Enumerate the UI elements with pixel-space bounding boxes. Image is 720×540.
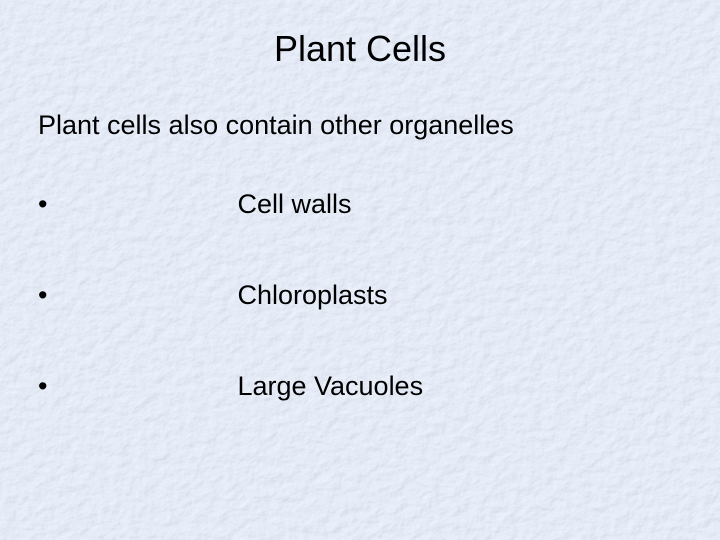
bullet-text: Cell walls bbox=[237, 189, 351, 220]
bullet-icon: • bbox=[38, 189, 47, 220]
list-item: • Large Vacuoles bbox=[38, 371, 682, 402]
slide-content: Plant Cells Plant cells also contain oth… bbox=[0, 0, 720, 540]
bullet-text: Large Vacuoles bbox=[237, 371, 423, 402]
list-item: • Chloroplasts bbox=[38, 280, 682, 311]
bullet-icon: • bbox=[38, 371, 47, 402]
list-item: • Cell walls bbox=[38, 189, 682, 220]
slide-title: Plant Cells bbox=[38, 28, 682, 70]
bullet-list: • Cell walls • Chloroplasts • Large Vacu… bbox=[38, 189, 682, 402]
slide-subtitle: Plant cells also contain other organelle… bbox=[38, 110, 682, 141]
bullet-text: Chloroplasts bbox=[237, 280, 387, 311]
bullet-icon: • bbox=[38, 280, 47, 311]
